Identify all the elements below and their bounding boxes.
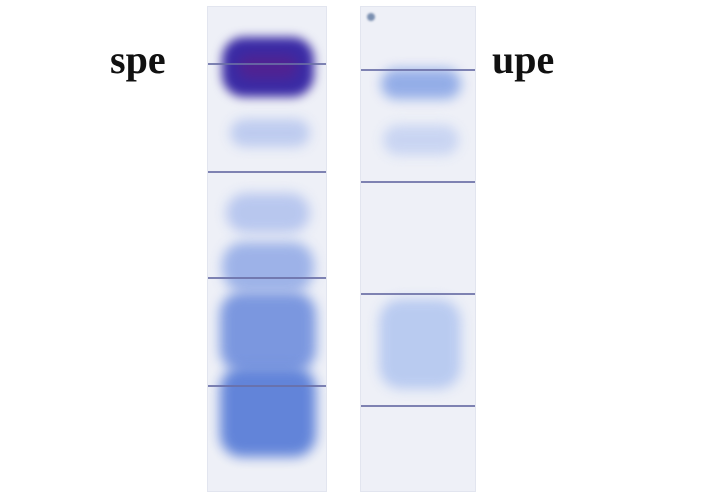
smear-band [220, 367, 316, 457]
gel-strip-spe [207, 6, 327, 492]
smear-band [220, 292, 316, 372]
medium-band [381, 69, 461, 99]
marker-line [361, 293, 475, 295]
lane-label-upe: upe [492, 40, 554, 80]
gel-strip-upe [360, 6, 476, 492]
light-band [226, 193, 310, 233]
marker-line [208, 171, 326, 173]
marker-line [208, 63, 326, 65]
marker-line [361, 405, 475, 407]
marker-line [208, 277, 326, 279]
smear-band [222, 242, 314, 292]
marker-line [361, 69, 475, 71]
marker-line [208, 385, 326, 387]
lane-label-spe: spe [110, 40, 166, 80]
dark-band-core [238, 55, 298, 79]
diffuse-band [379, 299, 461, 389]
marker-line [361, 181, 475, 183]
light-band [230, 119, 310, 147]
light-band [383, 125, 459, 155]
speck [367, 13, 375, 21]
